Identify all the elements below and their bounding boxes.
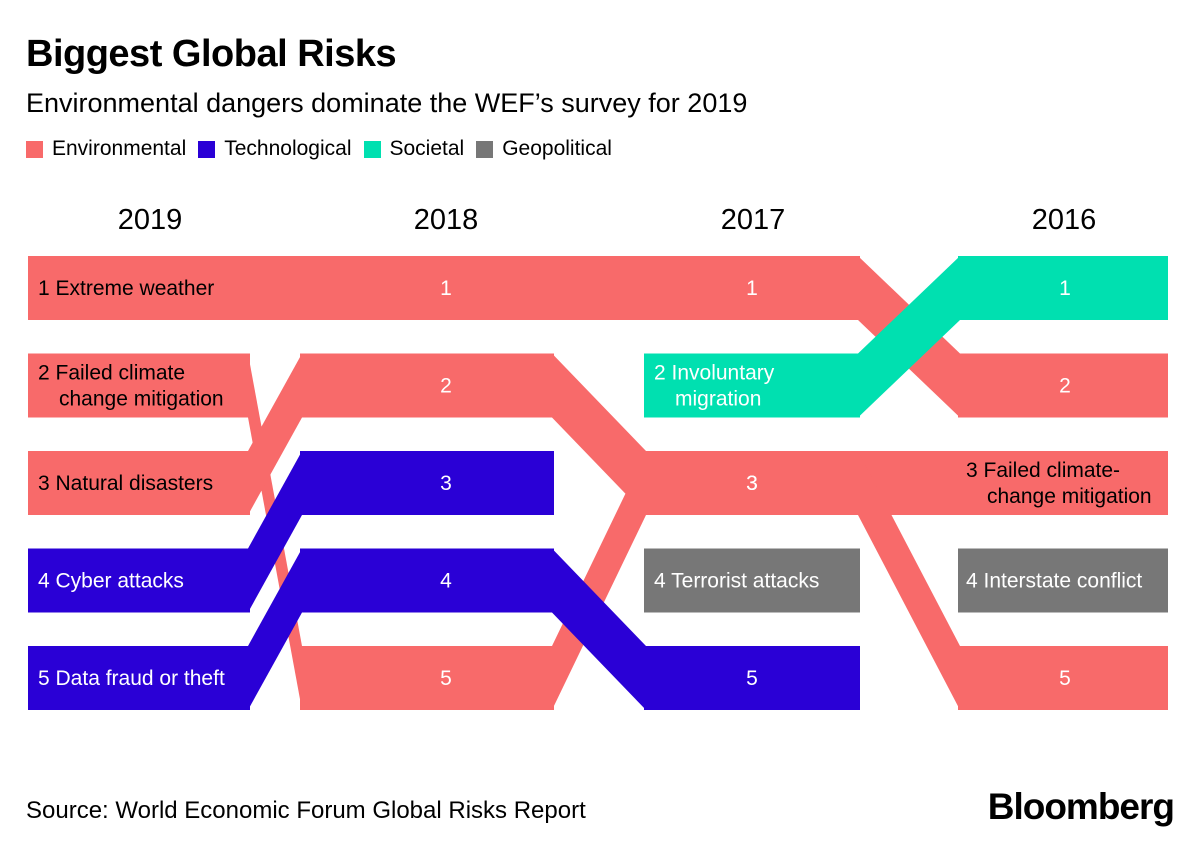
series-natural-disasters: [28, 353, 1168, 710]
rank-box-extreme-weather-2018: [300, 256, 554, 320]
series-data-fraud-or-theft: [28, 548, 860, 710]
rank-box-cyber-attacks-2018: [300, 451, 554, 515]
rank-number-natural-disasters-2018: 2: [440, 375, 452, 398]
rank-box-extreme-weather-2017: [644, 256, 860, 320]
legend-swatch-technological: [198, 140, 216, 158]
rank-number-data-fraud-or-theft-2018: 4: [440, 570, 452, 593]
rank-box-natural-disasters-2018: [300, 353, 554, 418]
legend: Environmental Technological Societal Geo…: [26, 137, 624, 161]
rank-box-extreme-weather-2016: [958, 353, 1168, 418]
chart-title: Biggest Global Risks: [26, 33, 397, 75]
rank-box-data-fraud-or-theft-2018: [300, 548, 554, 613]
rank-box-data-fraud-or-theft-2019: [28, 646, 250, 710]
rank-box-failed-climate-change-mitigation-2016: [958, 451, 1168, 515]
label-cyber-attacks-2019: 4 Cyber attacks: [38, 570, 184, 593]
label-extreme-weather-2019: 1 Extreme weather: [38, 277, 214, 300]
rank-number-cyber-attacks-2018: 3: [440, 472, 452, 495]
legend-swatch-geopolitical: [476, 140, 494, 158]
connector-failed-climate-change-mitigation-2017-2016: [858, 451, 960, 515]
rank-number-data-fraud-or-theft-2017: 5: [746, 667, 758, 690]
legend-label: Technological: [224, 137, 352, 160]
rank-box-failed-climate-change-mitigation-2019: [28, 353, 250, 418]
rank-box-natural-disasters-2017: [644, 451, 860, 515]
chart-subtitle: Environmental dangers dominate the WEF’s…: [26, 88, 748, 118]
rank-box-natural-disasters-2016: [958, 646, 1168, 710]
label-data-fraud-or-theft-2019: 5 Data fraud or theft: [38, 667, 225, 690]
connector-data-fraud-or-theft-2018-2017: [552, 548, 646, 710]
label-interstate-conflict-2016: 4 Interstate conflict: [966, 570, 1142, 593]
label-involuntary-migration-2017: 2 Involuntary migration: [654, 362, 775, 411]
rank-box-involuntary-migration-2017: [644, 353, 860, 418]
connector-natural-disasters-2018-2017: [552, 353, 646, 515]
legend-item-geopolitical: Geopolitical: [476, 137, 612, 161]
legend-label: Societal: [389, 137, 465, 160]
rank-box-terrorist-attacks-2017: [644, 548, 860, 613]
series-involuntary-migration: [644, 256, 1168, 418]
rank-box-data-fraud-or-theft-2017: [644, 646, 860, 710]
rank-number-involuntary-migration-2016: 1: [1059, 277, 1071, 300]
legend-swatch-societal: [363, 140, 381, 158]
source-note: Source: World Economic Forum Global Risk…: [26, 797, 586, 824]
rank-number-failed-climate-change-mitigation-2017: 3: [746, 472, 758, 495]
rank-number-failed-climate-change-mitigation-2018: 5: [440, 667, 452, 690]
rank-box-interstate-conflict-2016: [958, 548, 1168, 613]
legend-item-environmental: Environmental: [26, 137, 186, 161]
rank-number-extreme-weather-2018: 1: [440, 277, 452, 300]
connector-failed-climate-change-mitigation-2018-2017: [552, 451, 646, 710]
series-cyber-attacks: [28, 451, 554, 613]
legend-swatch-environmental: [26, 140, 43, 158]
rank-box-involuntary-migration-2016: [958, 256, 1168, 320]
legend-label: Geopolitical: [502, 137, 612, 160]
connector-involuntary-migration-2017-2016: [858, 256, 960, 418]
rank-number-extreme-weather-2016: 2: [1059, 375, 1071, 398]
label-terrorist-attacks-2017: 4 Terrorist attacks: [654, 570, 819, 593]
connector-extreme-weather-2019-2018: [248, 256, 302, 320]
rank-box-extreme-weather-2019: [28, 256, 250, 320]
rank-number-natural-disasters-2017: 3: [746, 472, 758, 495]
rank-box-cyber-attacks-2019: [28, 548, 250, 613]
year-label-2019: 2019: [117, 204, 183, 236]
series-terrorist-attacks: [644, 548, 860, 613]
legend-label: Environmental: [52, 137, 187, 160]
connector-data-fraud-or-theft-2019-2018: [248, 548, 302, 710]
rank-number-natural-disasters-2016: 5: [1059, 667, 1071, 690]
connector-natural-disasters-2019-2018: [248, 353, 302, 515]
label-failed-climate-change-mitigation-2016: 3 Failed climate-change mitigation: [966, 459, 1152, 508]
connector-natural-disasters-2017-2016: [858, 451, 960, 710]
rank-number-extreme-weather-2017: 1: [746, 277, 758, 300]
year-label-2016: 2016: [1031, 204, 1097, 236]
label-failed-climate-change-mitigation-2019: 2 Failed climate change mitigation: [38, 362, 224, 411]
connector-extreme-weather-2018-2017: [552, 256, 646, 320]
connector-cyber-attacks-2019-2018: [248, 451, 302, 613]
legend-item-technological: Technological: [198, 137, 352, 161]
label-natural-disasters-2019: 3 Natural disasters: [38, 472, 213, 495]
rank-box-natural-disasters-2019: [28, 451, 250, 515]
series-interstate-conflict: [958, 548, 1168, 613]
year-label-2017: 2017: [720, 204, 786, 236]
bloomberg-logo: Bloomberg: [987, 786, 1175, 827]
year-label-2018: 2018: [413, 204, 479, 236]
rank-box-failed-climate-change-mitigation-2018: [300, 646, 554, 710]
legend-item-societal: Societal: [363, 137, 465, 161]
